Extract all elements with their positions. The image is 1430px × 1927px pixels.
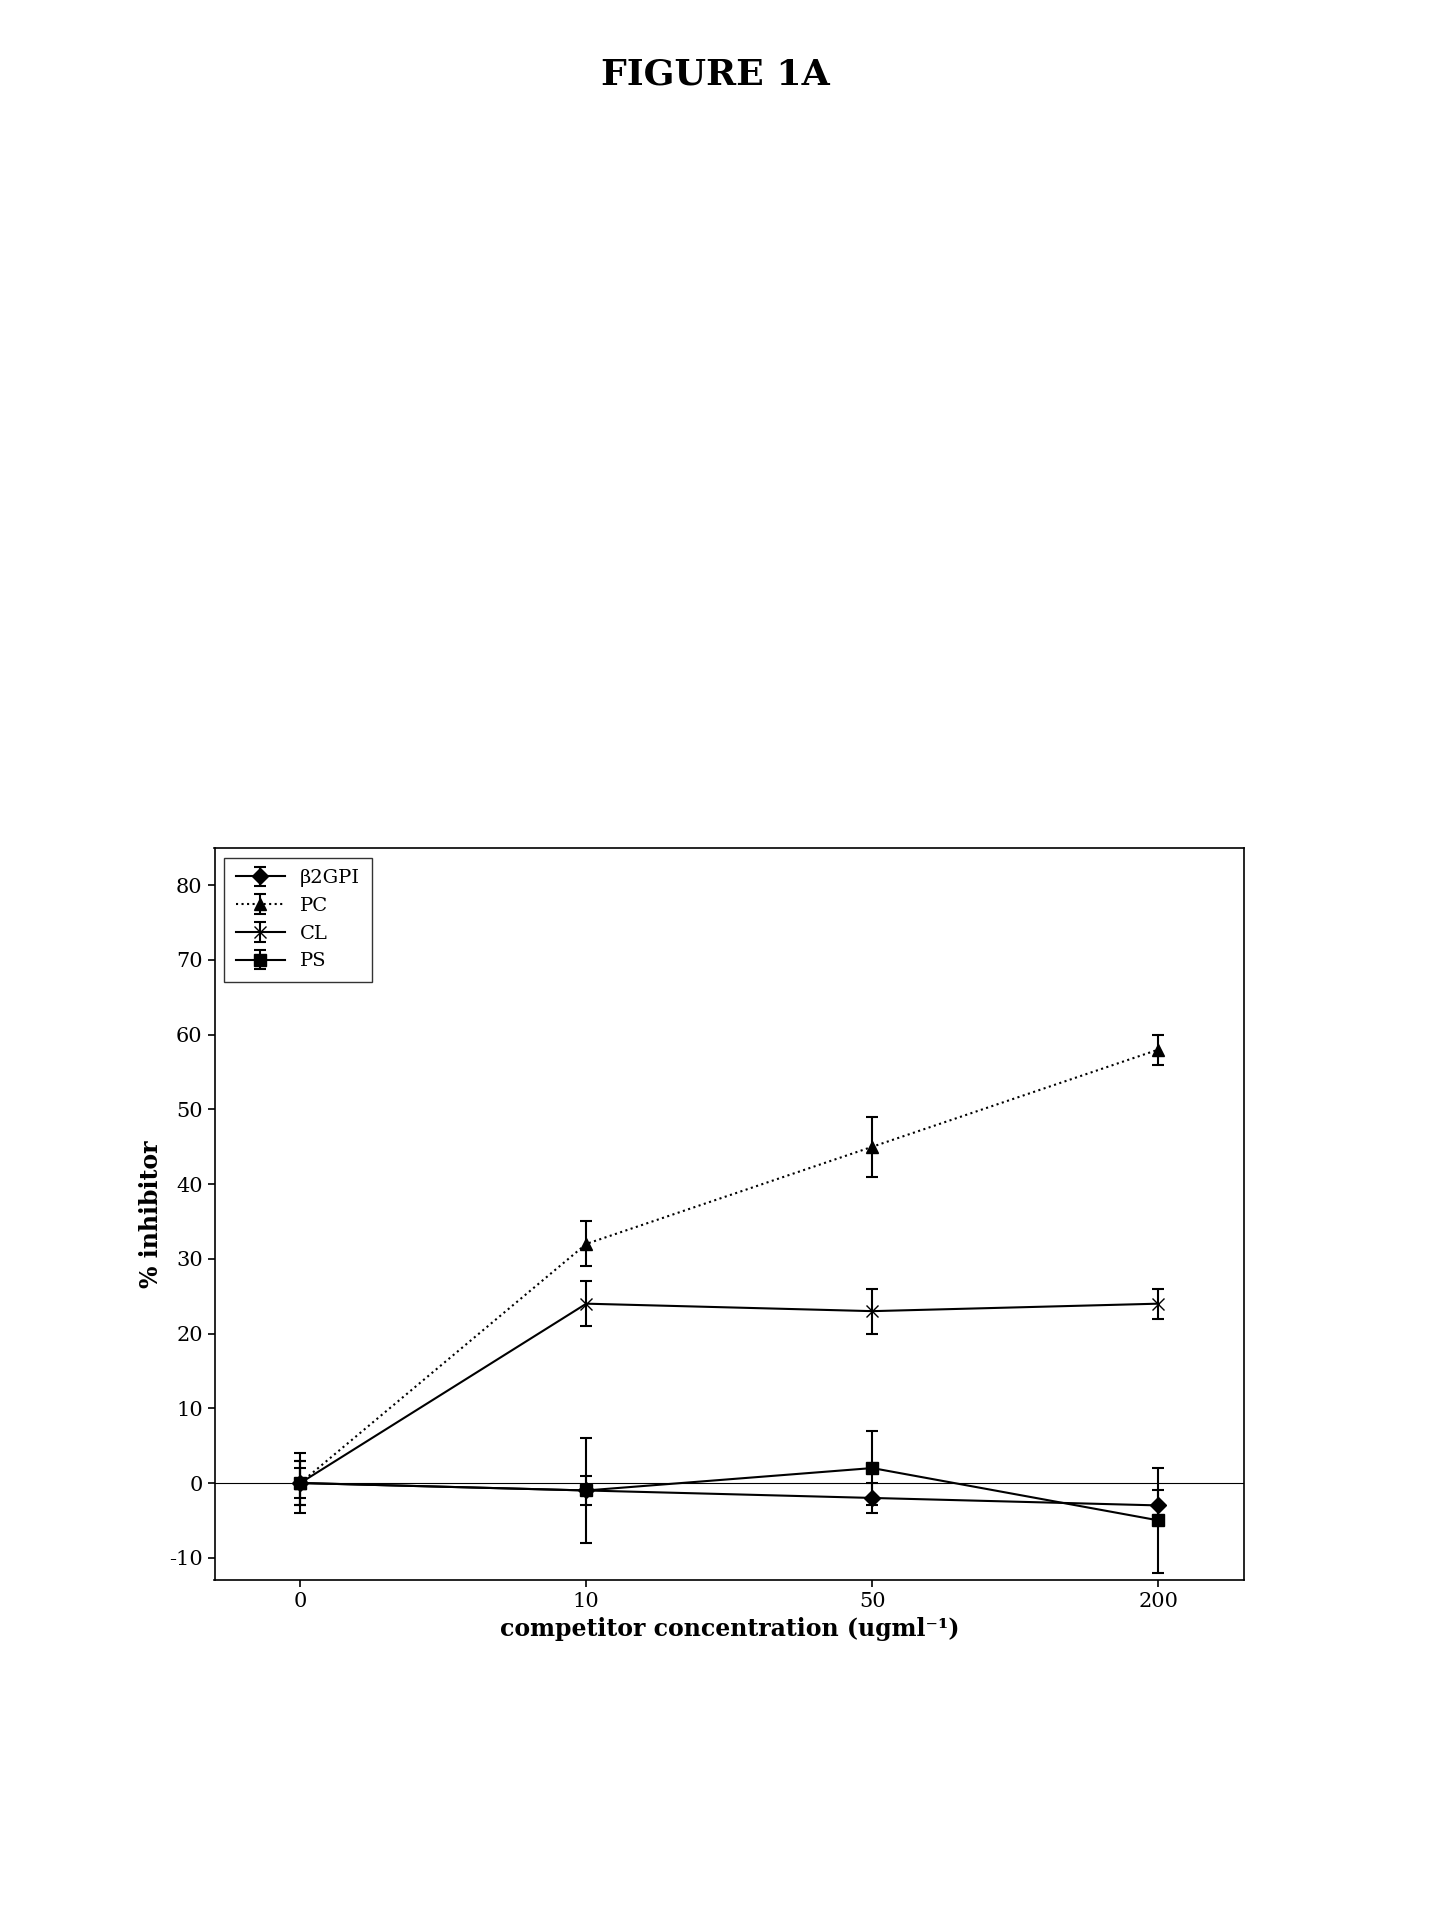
Y-axis label: % inhibitor: % inhibitor <box>139 1141 163 1287</box>
Legend: β2GPI, PC, CL, PS: β2GPI, PC, CL, PS <box>225 858 372 983</box>
X-axis label: competitor concentration (ugml⁻¹): competitor concentration (ugml⁻¹) <box>499 1617 960 1640</box>
Text: FIGURE 1A: FIGURE 1A <box>601 58 829 92</box>
